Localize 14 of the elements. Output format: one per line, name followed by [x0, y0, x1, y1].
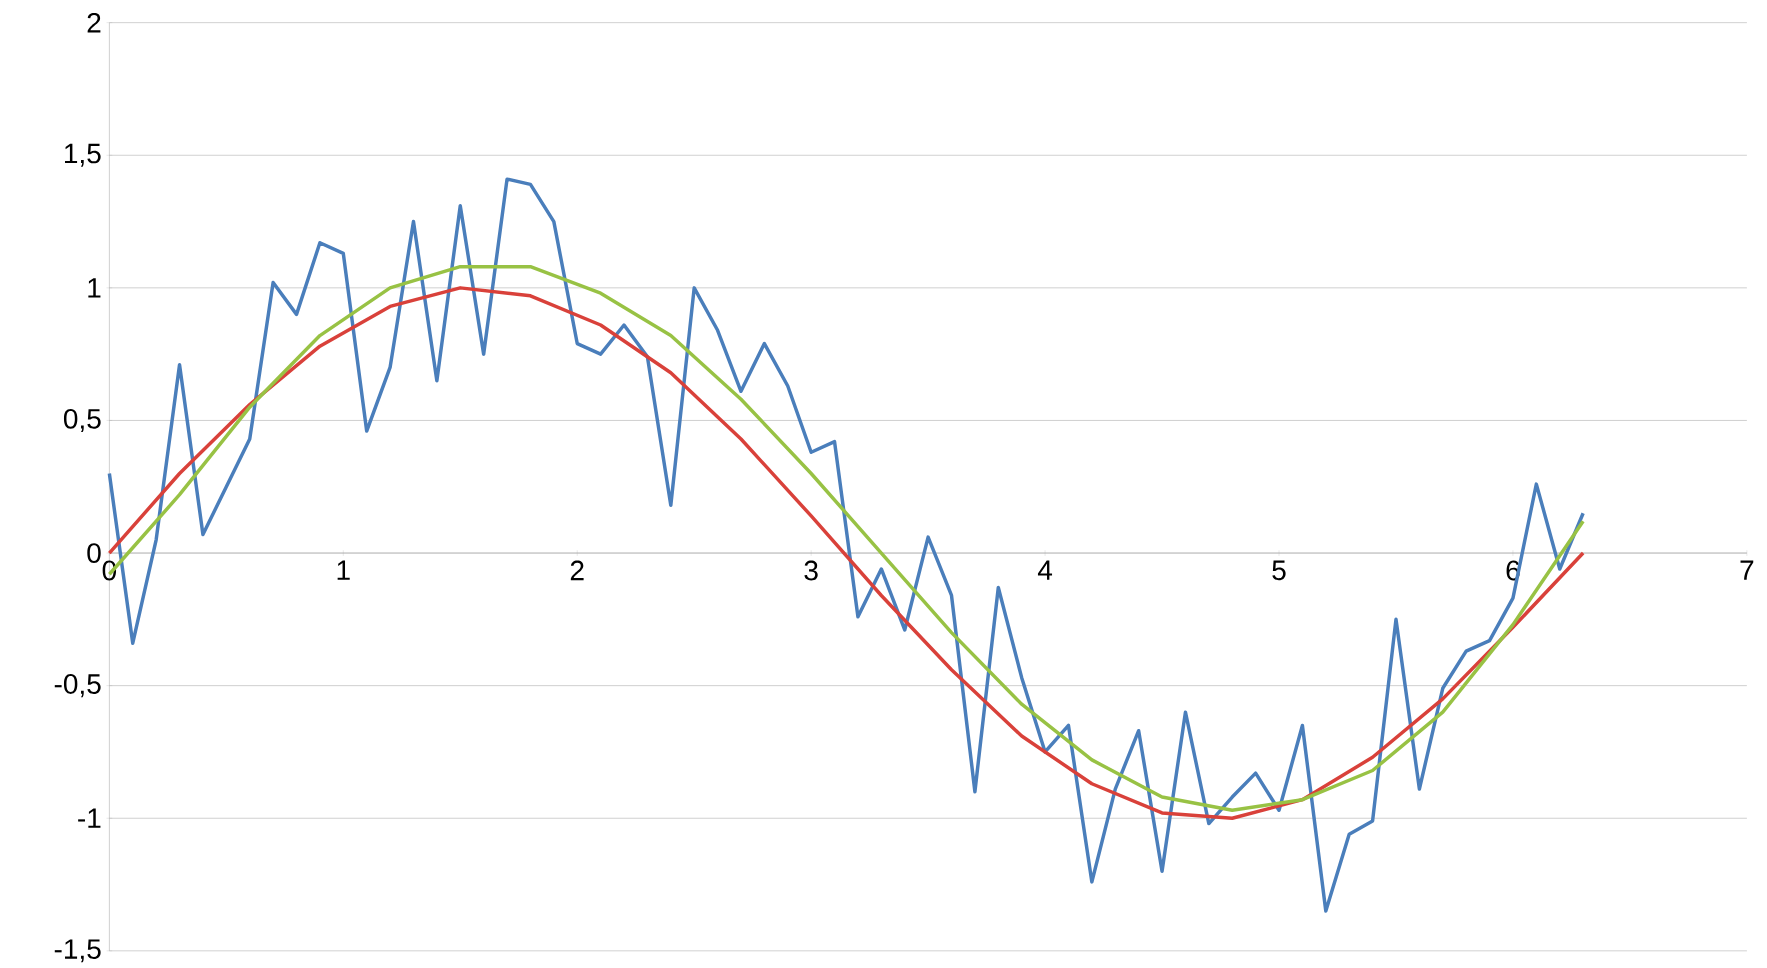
y-tick-label: 1 [88, 278, 101, 298]
y-tick-label: -1 [78, 808, 101, 828]
x-tick-label: 2 [570, 560, 584, 581]
y-tick-label: 1,5 [65, 143, 101, 167]
y-tick-label: 2 [87, 12, 101, 33]
x-tick-label: 4 [1037, 560, 1053, 580]
x-tick-label: 7 [1740, 560, 1754, 580]
y-tick-label: -1,5 [54, 939, 101, 963]
x-tick-label: 5 [1272, 560, 1286, 581]
x-tick-label: 1 [337, 560, 350, 580]
y-tick-label: 0,5 [63, 408, 101, 432]
y-tick-label: -0,5 [54, 674, 101, 698]
x-tick-label: 3 [804, 560, 818, 581]
y-tick-label: 0 [87, 543, 101, 563]
